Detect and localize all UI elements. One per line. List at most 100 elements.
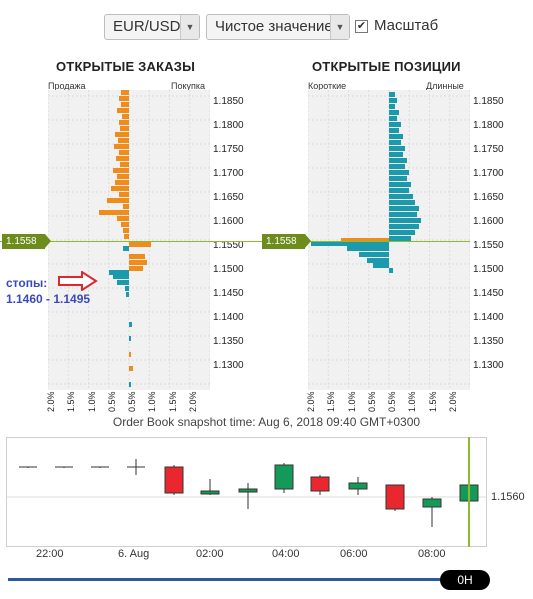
mode-select[interactable]: Чистое значение ▼ — [206, 14, 350, 40]
price-tick-label: 1.1350 — [473, 336, 504, 347]
candle-price-label: 1.1560 — [491, 491, 525, 503]
order-bar — [109, 270, 129, 275]
price-tick-label: 1.1400 — [473, 312, 504, 323]
order-bar — [113, 274, 129, 279]
percent-tick-label: 0.5% — [366, 391, 377, 412]
order-bar — [129, 352, 131, 357]
checkmark-icon: ✔ — [356, 20, 367, 32]
position-bar — [389, 164, 405, 169]
timeline-slider-track[interactable] — [8, 578, 448, 581]
percent-tick-label: 2.0% — [306, 391, 316, 412]
order-bar — [121, 90, 129, 95]
position-bar — [373, 263, 389, 268]
order-bar — [117, 216, 129, 221]
order-bar — [129, 260, 147, 265]
price-tick-label: 1.1500 — [213, 264, 244, 275]
price-tick-label: 1.1500 — [473, 264, 504, 275]
order-bar — [123, 204, 129, 209]
price-tick-label: 1.1700 — [213, 168, 244, 179]
order-bar — [119, 192, 129, 197]
position-bar — [389, 182, 411, 187]
candle-body — [348, 482, 368, 490]
order-bar — [116, 156, 129, 161]
position-bar — [367, 258, 389, 263]
position-bar — [389, 122, 401, 127]
order-bar — [107, 198, 129, 203]
price-tick-label: 1.1750 — [213, 144, 244, 155]
order-bar — [121, 222, 129, 227]
position-bar — [389, 104, 395, 109]
candle-body — [164, 466, 184, 494]
time-tick-label: 08:00 — [418, 548, 446, 560]
chevron-down-icon: ▼ — [180, 15, 199, 39]
order-bar — [115, 180, 129, 185]
order-bar — [117, 280, 129, 285]
order-bar — [124, 234, 129, 239]
order-bar — [117, 108, 129, 113]
positions-price-tag: 1.1558 — [262, 234, 311, 249]
mode-select-value: Чистое значение — [215, 18, 333, 35]
order-bar — [129, 254, 145, 259]
order-bar — [123, 228, 129, 233]
chevron-down-icon: ▼ — [330, 15, 349, 39]
candle-body — [238, 488, 258, 493]
price-tick-label: 1.1850 — [213, 96, 244, 107]
order-bar — [115, 132, 129, 137]
order-bar — [129, 366, 133, 371]
order-bar — [111, 186, 129, 191]
scale-checkbox[interactable]: ✔ — [355, 20, 368, 33]
percent-tick-label: 1.5% — [66, 391, 77, 412]
order-bar — [118, 138, 129, 143]
candle-body — [200, 490, 220, 495]
stops-annotation-range: 1.1460 - 1.1495 — [6, 292, 91, 306]
percent-tick-label: 0.5% — [387, 391, 397, 412]
price-tick-label: 1.1750 — [473, 144, 504, 155]
order-bar — [129, 242, 151, 247]
position-bar — [311, 241, 389, 246]
price-tick-label: 1.1700 — [473, 168, 504, 179]
percent-tick-label: 1.0% — [346, 391, 357, 412]
positions-right-label: Длинные — [426, 81, 464, 91]
position-bar — [389, 152, 403, 157]
position-bar — [389, 230, 415, 235]
order-bar — [99, 210, 129, 215]
timeline-slider-handle[interactable]: 0H — [440, 570, 490, 590]
price-tick-label: 1.1350 — [213, 336, 244, 347]
price-tick-label: 1.1650 — [473, 192, 504, 203]
order-bar — [123, 246, 129, 251]
candle-body — [274, 464, 294, 490]
orders-left-label: Продажа — [48, 81, 86, 91]
timeframe-label: 0H — [457, 573, 473, 587]
order-bar — [120, 162, 129, 167]
positions-histogram — [308, 90, 470, 390]
candle-chart-frame — [6, 437, 487, 547]
price-tick-label: 1.1650 — [213, 192, 244, 203]
position-bar — [389, 158, 407, 163]
price-tick-label: 1.1400 — [213, 312, 244, 323]
time-tick-label: 22:00 — [36, 548, 64, 560]
percent-tick-label: 2.0% — [447, 391, 458, 412]
order-bar — [126, 292, 129, 297]
order-bar — [117, 174, 129, 179]
percent-tick-label: 1.0% — [86, 391, 97, 412]
order-bar — [119, 150, 129, 155]
order-bar — [129, 266, 143, 271]
pair-select-value: EUR/USD — [113, 18, 181, 35]
order-bar — [119, 96, 129, 101]
position-bar — [389, 218, 421, 223]
position-bar — [389, 128, 399, 133]
position-bar — [389, 224, 419, 229]
position-bar — [389, 194, 413, 199]
price-tick-label: 1.1300 — [213, 360, 244, 371]
position-bar — [389, 200, 415, 205]
positions-left-label: Короткие — [308, 81, 347, 91]
orders-price-tag: 1.1558 — [2, 234, 51, 249]
pair-select[interactable]: EUR/USD ▼ — [104, 14, 200, 40]
positions-title: ОТКРЫТЫЕ ПОЗИЦИИ — [312, 59, 461, 74]
position-bar — [389, 170, 409, 175]
position-bar — [389, 140, 401, 145]
snapshot-time: Order Book snapshot time: Aug 6, 2018 09… — [112, 415, 421, 429]
order-bar — [129, 382, 131, 387]
order-bar — [120, 126, 129, 131]
position-bar — [341, 238, 389, 243]
